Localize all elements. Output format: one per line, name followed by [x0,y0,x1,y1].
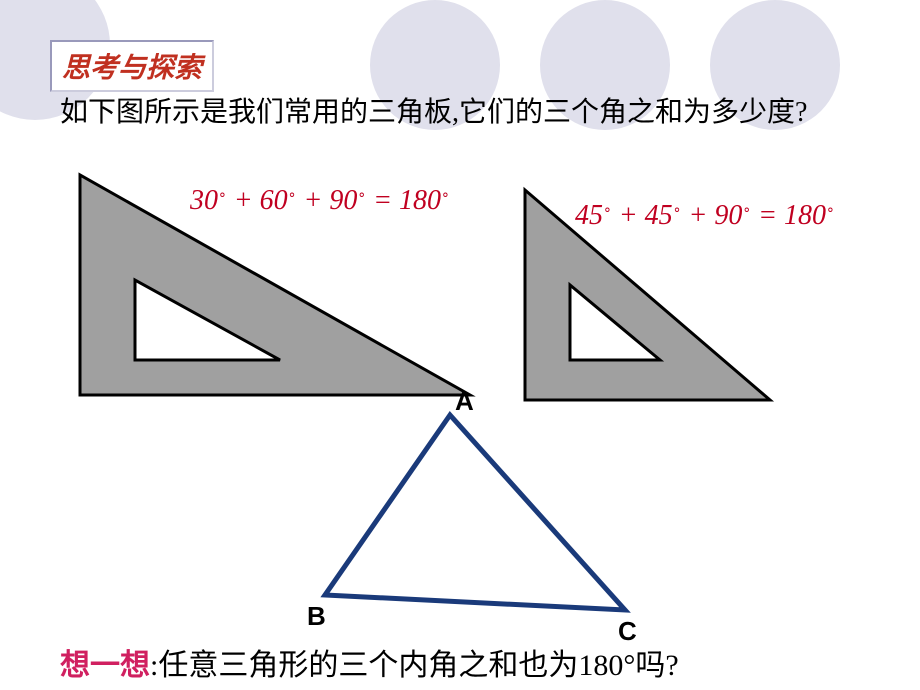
followup-question: 想一想:任意三角形的三个内角之和也为180°吗? [60,640,679,684]
vertex-label-b: B [307,601,326,631]
triangle-abc [325,415,625,610]
vertex-label-a: A [455,386,474,416]
setsquare-45-45-90 [525,190,770,400]
diagrams-svg: A B C [0,0,920,690]
